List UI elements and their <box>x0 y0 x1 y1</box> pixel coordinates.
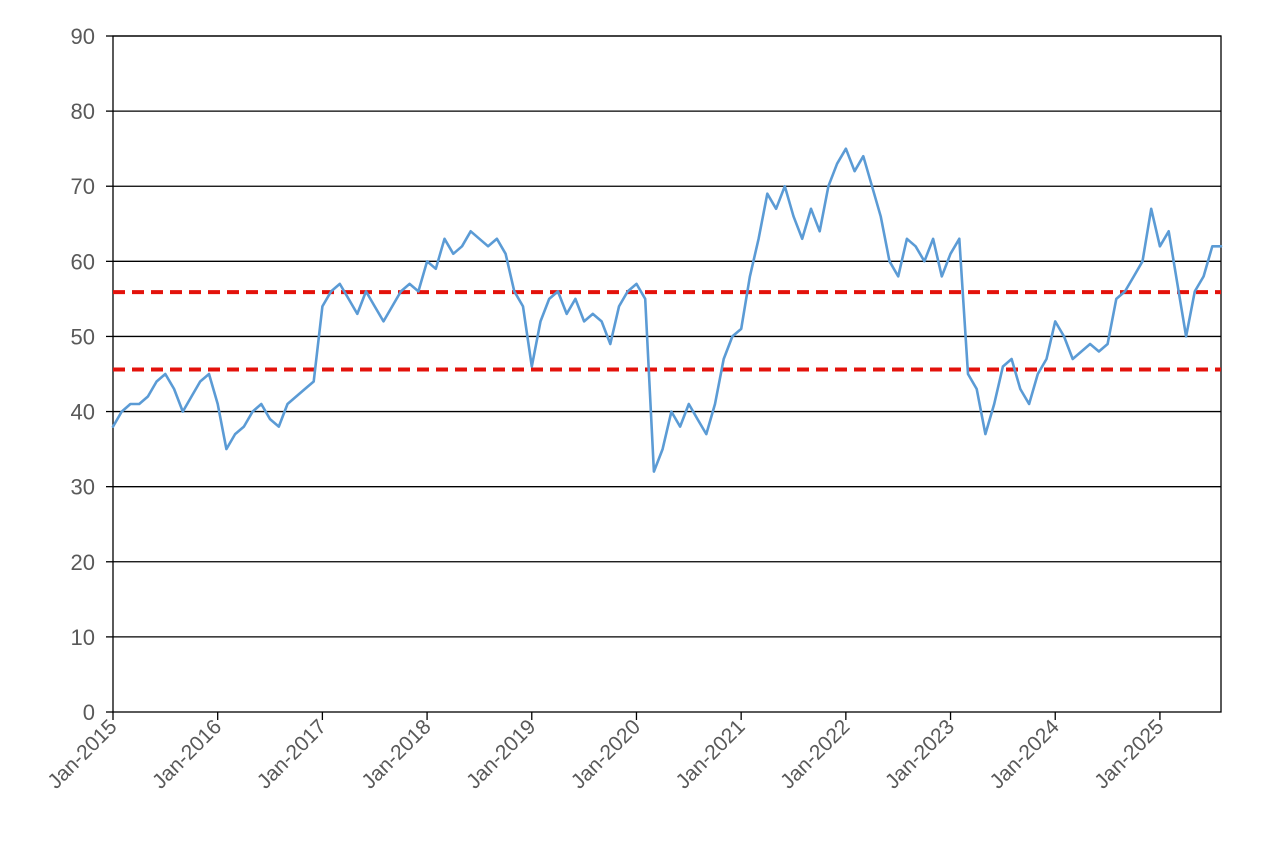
x-tick-label-Jan-2024: Jan-2024 <box>986 715 1064 793</box>
y-tick-labels: 0 10 20 30 40 50 60 70 80 90 <box>71 24 95 725</box>
x-tick-label-Jan-2020: Jan-2020 <box>567 715 645 793</box>
x-tick-label-Jan-2015: Jan-2015 <box>43 715 121 793</box>
y-tick-label-60: 60 <box>71 249 95 274</box>
series-layer <box>111 147 1223 473</box>
axis-layer <box>106 35 1222 720</box>
x-tick-label-Jan-2019: Jan-2019 <box>462 715 540 793</box>
y-tick-label-90: 90 <box>71 24 95 49</box>
x-tick-label-Jan-2023: Jan-2023 <box>881 715 959 793</box>
x-tick-label-Jan-2017: Jan-2017 <box>253 715 331 793</box>
reference-lines <box>113 290 1221 372</box>
y-tick-label-10: 10 <box>71 625 95 650</box>
y-tick-label-30: 30 <box>71 475 95 500</box>
x-tick-label-Jan-2016: Jan-2016 <box>148 715 226 793</box>
y-tick-label-40: 40 <box>71 400 95 425</box>
y-tick-label-80: 80 <box>71 99 95 124</box>
y-tick-label-50: 50 <box>71 324 95 349</box>
x-tick-labels: Jan-2015 Jan-2016 Jan-2017 Jan-2018 Jan-2019… <box>43 715 1168 793</box>
x-tick-label-Jan-2021: Jan-2021 <box>672 715 750 793</box>
grid-layer <box>113 35 1221 638</box>
plot-frame <box>112 35 1222 713</box>
y-tick-label-20: 20 <box>71 550 95 575</box>
x-tick-label-Jan-2018: Jan-2018 <box>357 715 435 793</box>
series-line-1 <box>111 147 1223 473</box>
y-tick-label-0: 0 <box>83 700 95 725</box>
x-tick-label-Jan-2025: Jan-2025 <box>1090 715 1168 793</box>
y-tick-label-70: 70 <box>71 174 95 199</box>
x-tick-label-Jan-2022: Jan-2022 <box>776 715 854 793</box>
